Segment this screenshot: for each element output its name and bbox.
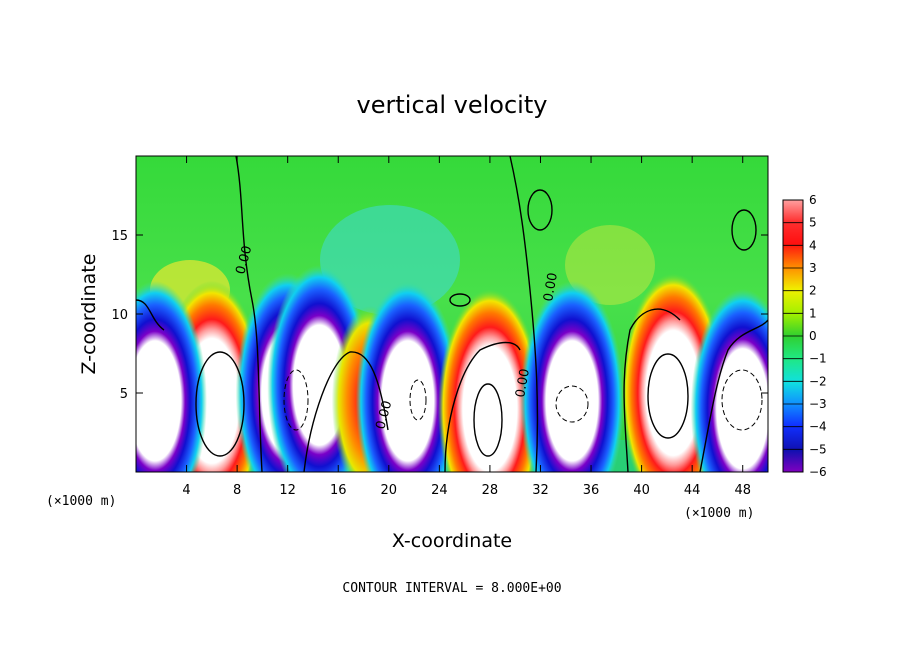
y-tick-label: 10 (111, 308, 128, 323)
negative-contours (283, 369, 763, 431)
contour-label-1: 0.00 (233, 244, 255, 276)
colorbar-tick-label: 6 (809, 193, 817, 207)
colorbar-tick-label: −2 (809, 374, 827, 388)
colorbar-tick-label: −3 (809, 397, 827, 411)
x-axis-label: X-coordinate (392, 530, 512, 552)
y-tick-label: 15 (111, 229, 128, 244)
upper-cyan-plume (320, 205, 460, 315)
contour-label-2: 0.00 (373, 399, 395, 431)
chart-title: vertical velocity (357, 91, 548, 119)
zero-contours (136, 156, 768, 472)
x-tick-label: 36 (583, 483, 600, 498)
colorbar-tick-label: 2 (809, 284, 817, 298)
field-features: 0.00 0.00 0.00 0.00 (136, 156, 768, 472)
colorbar-tick-label: 1 (809, 306, 817, 320)
contour-line-f (623, 308, 681, 472)
colorbar-tick-label: 4 (809, 238, 817, 252)
velocity-cell-8 (520, 280, 625, 472)
contour-loop-1 (731, 209, 757, 251)
x-unit-left: (×1000 m) (46, 494, 116, 509)
x-tick-label: 28 (482, 483, 499, 498)
contour-line-d (444, 341, 521, 472)
x-tick-label: 4 (182, 483, 190, 498)
colorbar: 6 5 4 3 2 1 0 −1 −2 −3 −4 −5 −6 (782, 193, 827, 479)
x-tick-label: 20 (381, 483, 398, 498)
contour-line-c (303, 351, 389, 472)
x-tick-label: 8 (233, 483, 241, 498)
dashed-contour-3 (721, 369, 763, 431)
x-tick-label: 40 (633, 483, 650, 498)
colorbar-tick-label: −1 (809, 352, 827, 366)
contour-loop-2 (449, 293, 471, 307)
x-tick-label: 48 (734, 483, 751, 498)
x-unit-right: (×1000 m) (684, 506, 754, 521)
plot-area: 0.00 0.00 0.00 0.00 (135, 155, 769, 473)
y-axis-label: Z-coordinate (78, 254, 100, 375)
velocity-cell-10 (690, 288, 768, 472)
dashed-contour-4 (409, 379, 427, 421)
contour-inner-6 (647, 353, 689, 439)
velocity-cell-6 (355, 280, 460, 472)
footer-contour-interval: CONTOUR INTERVAL = 8.000E+00 (342, 581, 561, 596)
contour-line-e (509, 156, 539, 472)
contour-line-b (136, 299, 165, 331)
x-tick-label: 44 (684, 483, 701, 498)
dashed-contour-1 (283, 369, 309, 431)
cells-layer (136, 265, 768, 472)
y-tick-label: 5 (120, 387, 128, 402)
x-tick-label: 32 (532, 483, 549, 498)
contour-line-g (699, 319, 768, 472)
colorbar-tick-label: 5 (809, 216, 817, 230)
colorbar-tick-label: −5 (809, 442, 827, 456)
colorbar-tick-label: 0 (809, 329, 817, 343)
velocity-cell-2 (136, 280, 207, 472)
contour-line-a (235, 156, 263, 472)
x-axis: 4 8 12 16 20 24 28 32 36 40 44 48 (182, 156, 751, 498)
x-tick-label: 16 (330, 483, 347, 498)
contour-label-3: 0.00 (513, 368, 533, 399)
colorbar-ticks: 6 5 4 3 2 1 0 −1 −2 −3 −4 −5 −6 (783, 193, 827, 479)
x-tick-label: 24 (431, 483, 448, 498)
colorbar-tick-label: 3 (809, 261, 817, 275)
contour-inner-5 (473, 383, 503, 457)
contour-label-4: 0.00 (541, 272, 561, 303)
colorbar-tick-label: −4 (809, 420, 827, 434)
velocity-cell-7 (437, 288, 542, 472)
colorbar-tick-label: −6 (809, 465, 827, 479)
dashed-contour-2 (555, 385, 589, 423)
contour-loop-3 (527, 189, 553, 231)
x-tick-label: 12 (279, 483, 296, 498)
upper-yellow-patch-right (565, 225, 655, 305)
contour-inner-4 (195, 351, 245, 457)
y-axis: 5 10 15 (111, 229, 768, 402)
